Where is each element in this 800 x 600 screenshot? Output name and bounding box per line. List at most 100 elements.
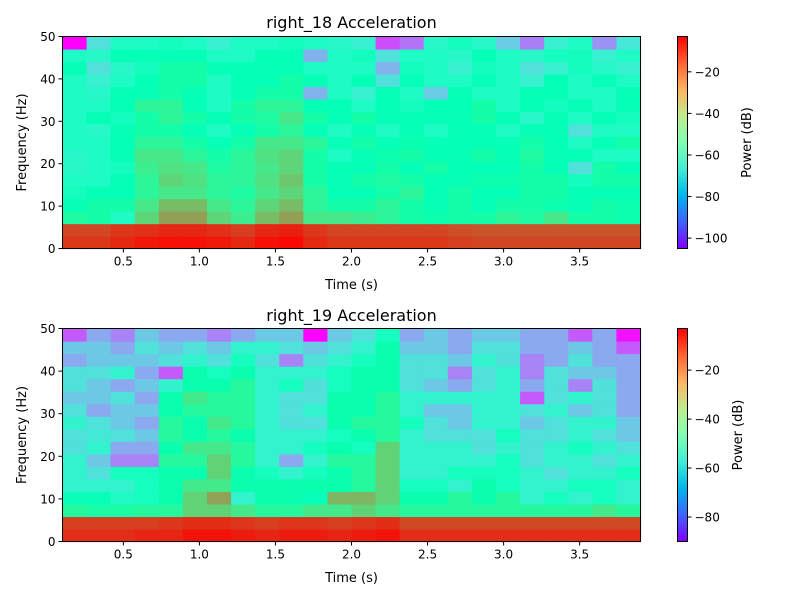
heatmap-cell (496, 491, 521, 505)
heatmap-cell (447, 391, 473, 405)
heatmap-cell (544, 36, 569, 50)
heatmap-cell (616, 111, 642, 125)
heatmap-cell (423, 223, 449, 237)
heatmap-cell (375, 36, 401, 50)
heatmap-cell (568, 403, 593, 417)
heatmap-cell (255, 441, 280, 455)
heatmap-cell (303, 428, 329, 442)
heatmap-cell (399, 186, 425, 200)
heatmap-cell (182, 491, 208, 505)
heatmap-cell (303, 528, 329, 543)
heatmap-cell (423, 98, 449, 112)
heatmap-cell (351, 403, 377, 417)
heatmap-cell (399, 161, 425, 175)
heatmap-cell (399, 36, 425, 50)
heatmap-cell (616, 503, 642, 518)
heatmap-cell (255, 416, 280, 430)
heatmap-cell (616, 61, 642, 75)
heatmap-cell (447, 111, 473, 125)
heatmap-cell (471, 223, 497, 237)
heatmap-cell (279, 328, 304, 342)
heatmap-cell (303, 123, 329, 137)
heatmap-cell (182, 173, 208, 187)
heatmap-cell (231, 466, 256, 480)
heatmap-cell (207, 328, 232, 342)
heatmap-cell (592, 98, 618, 112)
heatmap-cell (62, 186, 88, 200)
heatmap-cell (471, 148, 497, 162)
heatmap-cell (592, 211, 618, 225)
heatmap-cell (496, 441, 521, 455)
heatmap-cell (520, 161, 545, 175)
heatmap-cell (110, 416, 136, 430)
heatmap-cell (375, 391, 401, 405)
heatmap-cell (423, 186, 449, 200)
heatmap-cell (279, 48, 304, 63)
heatmap-cell (134, 441, 160, 455)
heatmap-cell (544, 148, 569, 162)
heatmap-cell (399, 403, 425, 417)
heatmap-cell (134, 161, 160, 175)
colorbar-tick-label: −40 (695, 107, 720, 121)
heatmap-cell (86, 466, 112, 480)
heatmap-cell (134, 328, 160, 342)
heatmap-cell (471, 366, 497, 380)
heatmap-cell (447, 503, 473, 518)
heatmap-cell (110, 161, 136, 175)
heatmap-cell (207, 478, 232, 492)
heatmap-cell (327, 453, 353, 467)
heatmap-cell (303, 516, 329, 530)
heatmap-cell (327, 503, 353, 518)
heatmap-cell (303, 378, 329, 392)
heatmap-cell (303, 223, 329, 237)
heatmap-cell (592, 161, 618, 175)
heatmap-cell (447, 528, 473, 543)
heatmap-cell (62, 366, 88, 380)
heatmap-cell (496, 36, 521, 50)
heatmap-cell (158, 223, 184, 237)
heatmap-cell (158, 516, 184, 530)
heatmap-cell (158, 73, 184, 87)
heatmap-cell (375, 466, 401, 480)
heatmap-cell (592, 441, 618, 455)
heatmap-cell (447, 516, 473, 530)
heatmap-cell (520, 366, 545, 380)
heatmap-cell (327, 48, 353, 63)
heatmap-cell (255, 378, 280, 392)
heatmap-cell (86, 341, 112, 355)
heatmap-cell (399, 441, 425, 455)
heatmap-cell (423, 148, 449, 162)
heatmap-cell (207, 516, 232, 530)
heatmap-cell (471, 73, 497, 87)
heatmap-cell (423, 391, 449, 405)
heatmap-cell (62, 491, 88, 505)
heatmap-cell (303, 173, 329, 187)
heatmap-cell (592, 478, 618, 492)
heatmap-cell (86, 98, 112, 112)
heatmap-cell (471, 173, 497, 187)
heatmap-cell (520, 428, 545, 442)
heatmap-cell (423, 341, 449, 355)
heatmap-cell (110, 173, 136, 187)
heatmap-cell (134, 503, 160, 518)
y-axis-label: Frequency (Hz) (15, 386, 30, 484)
heatmap-cell (158, 148, 184, 162)
heatmap-cell (110, 123, 136, 137)
heatmap-cell (447, 161, 473, 175)
heatmap-cell (231, 198, 256, 212)
heatmap-cell (496, 98, 521, 112)
heatmap-cell (496, 366, 521, 380)
heatmap-cell (182, 73, 208, 87)
heatmap-cell (231, 136, 256, 150)
heatmap-cell (616, 366, 642, 380)
heatmap-cell (544, 136, 569, 150)
colorbar-ticks: −20 −40 −60 −80 (687, 364, 720, 525)
heatmap-cell (520, 111, 545, 125)
heatmap-cell (255, 391, 280, 405)
heatmap-cell (134, 111, 160, 125)
heatmap-cell (471, 328, 497, 342)
heatmap-cell (255, 328, 280, 342)
heatmap-cell (134, 341, 160, 355)
heatmap-cell (399, 123, 425, 137)
heatmap-cell (279, 341, 304, 355)
